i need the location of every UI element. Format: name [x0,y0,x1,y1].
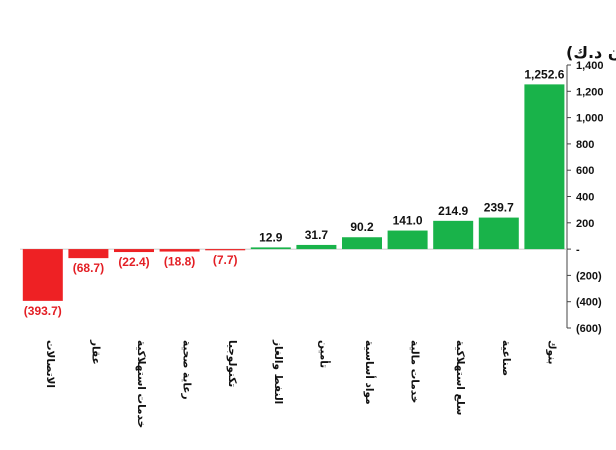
value-label: (393.7) [24,304,62,318]
y-tick-label: (400) [576,297,602,309]
value-label: 1,252.6 [524,67,564,81]
chart-title: التغير في القيمة السوقية للقطاعات منذ بد… [566,43,616,63]
bars [22,84,565,301]
category-label: رعاية صحية [181,340,193,400]
bar [114,249,154,253]
value-labels: (393.7) (68.7) (22.4) (18.8) (7.7) 12.9 31.7 90… [24,67,565,317]
category-label: النفط والغاز [272,339,284,404]
bar [433,220,474,250]
value-label: (18.8) [164,255,195,269]
y-tick-label: 600 [576,165,594,177]
bar [68,249,109,259]
category-label: تأمين [317,340,331,368]
value-label: (22.4) [118,255,149,269]
bar [205,249,246,251]
y-tick-label: 800 [576,139,594,151]
category-label: خدمات استهلاكية [135,340,147,428]
category-label: خدمات مالية [409,340,421,403]
category-label: الاتصالات [44,340,56,388]
value-label: 141.0 [393,214,423,228]
category-label: سلع استهلاكية [454,340,466,415]
category-labels: الاتصالات عقار خدمات استهلاكية رعاية صحية تك… [44,339,558,428]
category-label: عقار [89,339,101,365]
bar [159,249,200,252]
bar [250,247,291,250]
value-label: (7.7) [213,253,238,267]
y-tick-label: 1,200 [576,86,604,98]
value-label: 12.9 [259,230,283,244]
bar [296,244,337,250]
category-label: صناعية [500,340,512,376]
y-axis: 1,400 1,200 1,000 800 600 400 200 - (200) (400) (6… [20,60,604,335]
category-label: تكنولوجيا [226,340,238,387]
bar [22,249,63,301]
category-label: مواد أساسية [363,340,377,405]
category-label: بنوك [545,340,557,364]
y-tick-label: 200 [576,218,594,230]
bar [478,217,519,250]
value-label: (68.7) [73,261,104,275]
value-label: 90.2 [350,220,374,234]
y-tick-label: (600) [576,323,602,335]
y-tick-label: (200) [576,270,602,282]
bar [342,237,382,250]
bar [387,230,428,250]
y-tick-label: - [576,244,580,256]
value-label: 239.7 [484,201,514,215]
y-tick-label: 1,000 [576,113,604,125]
value-label: 214.9 [438,204,468,218]
bar [524,84,565,250]
value-label: 31.7 [305,228,329,242]
y-tick-label: 400 [576,192,594,204]
y-tick-label: 1,400 [576,60,604,72]
